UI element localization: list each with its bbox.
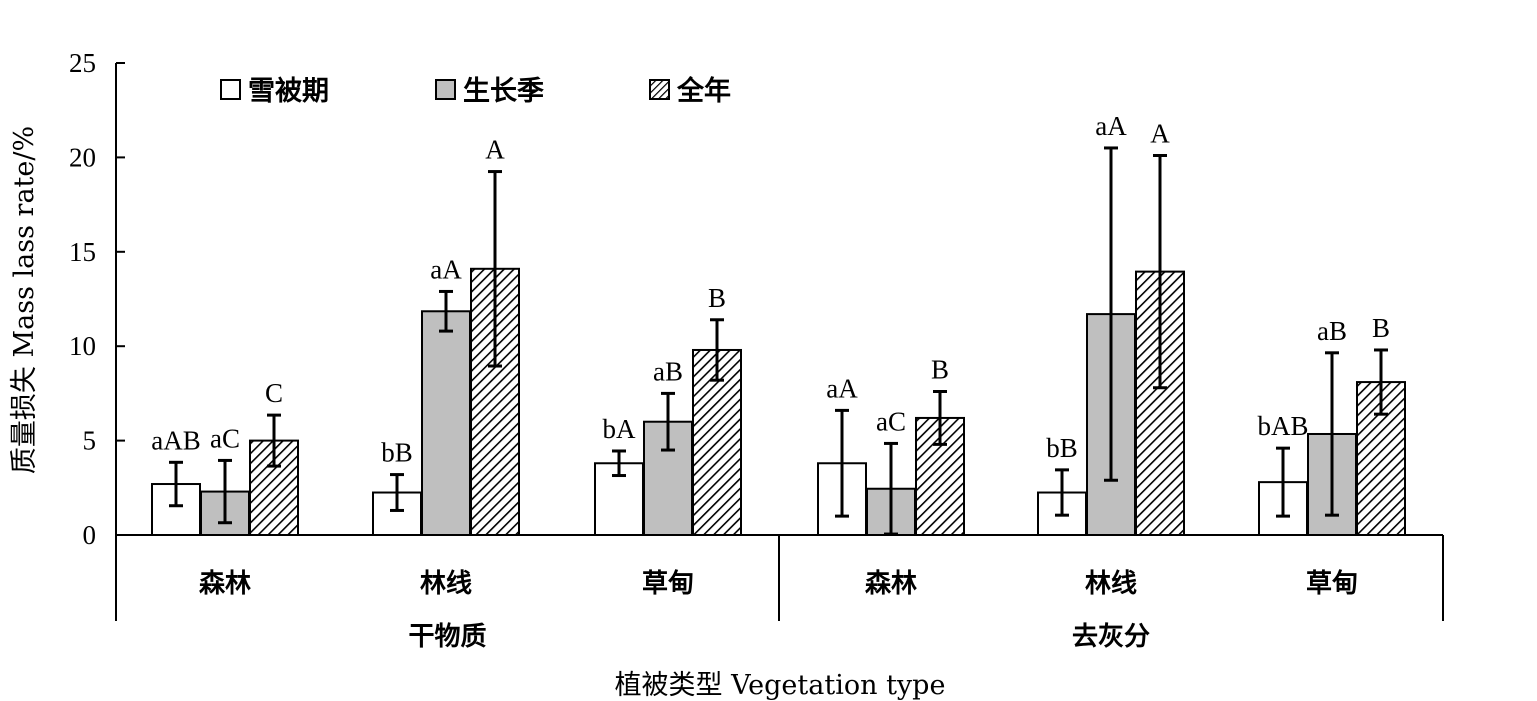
significance-label: aA [1095,111,1127,141]
significance-label: B [708,283,726,313]
category-label: 森林 [865,569,917,599]
significance-label: aB [653,356,683,386]
y-tick-label: 15 [69,237,96,267]
group-label: 去灰分 [1072,622,1150,652]
significance-label: aB [1317,316,1347,346]
significance-label: A [1150,119,1170,149]
significance-label: bB [381,438,413,468]
legend-swatch [649,79,670,100]
significance-label: B [931,355,949,385]
y-tick-label: 10 [69,331,96,361]
significance-label: aC [876,406,906,436]
bar [421,310,471,536]
bar [594,462,644,537]
significance-label: aA [430,254,462,284]
category-label: 草甸 [642,568,694,599]
group-label: 干物质 [408,622,486,652]
significance-label: bB [1046,433,1078,463]
y-tick-label: 20 [69,142,96,172]
significance-label: aA [826,373,858,403]
legend-label: 雪被期 [248,76,329,107]
significance-label: bAB [1257,411,1308,441]
y-axis-title: 质量损失 Mass lass rate/% [9,126,40,474]
plot-area: 0 5 10 15 20 25 aAB bB bA aA bB bAB aC aA aB aC aA aB C A B B… [69,48,1444,652]
y-tick-label: 25 [69,48,96,78]
y-tick-label: 0 [83,520,97,550]
significance-label: bA [603,414,637,444]
x-axis-title: 植被类型 Vegetation type [615,670,946,701]
category-label: 林线 [1085,569,1137,599]
y-tick-label: 5 [83,426,97,456]
category-label: 草甸 [1306,568,1358,599]
significance-label: aAB [151,425,201,455]
significance-label: C [265,378,283,408]
significance-label: B [1372,313,1390,343]
category-label: 林线 [420,569,472,599]
legend-swatch [220,79,241,100]
significance-label: aC [210,423,240,453]
legend-swatch [435,79,456,100]
legend-label: 生长季 [463,76,544,107]
legend-label: 全年 [676,75,731,107]
category-label: 森林 [199,569,251,599]
significance-label: A [485,135,505,165]
